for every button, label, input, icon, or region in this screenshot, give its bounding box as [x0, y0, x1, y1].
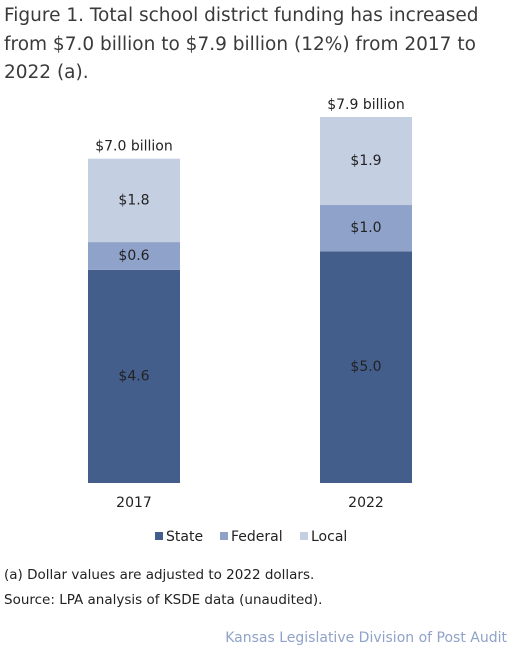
bar-segment [88, 269, 180, 483]
legend-label: State [166, 529, 203, 545]
legend-label: Federal [231, 529, 283, 545]
chart-title: Figure 1. Total school district funding … [4, 5, 479, 83]
legend-swatch [220, 532, 228, 540]
x-tick-label: 2017 [116, 495, 152, 511]
source-note: Source: LPA analysis of KSDE data (unaud… [4, 592, 323, 608]
value-label: $0.6 [118, 248, 149, 264]
legend-swatch [300, 532, 308, 540]
bar-segment [320, 251, 412, 483]
total-label: $7.0 billion [95, 139, 173, 155]
bar-segment [320, 117, 412, 206]
credit: Kansas Legislative Division of Post Audi… [225, 630, 507, 646]
footnote: (a) Dollar values are adjusted to 2022 d… [4, 567, 315, 583]
value-label: $1.8 [118, 192, 149, 208]
legend-swatch [155, 532, 163, 540]
bar-segment [88, 242, 180, 270]
value-label: $5.0 [350, 359, 381, 375]
bar-segment [320, 205, 412, 252]
value-label: $4.6 [118, 368, 149, 384]
x-tick-label: 2022 [348, 495, 384, 511]
total-label: $7.9 billion [327, 97, 405, 113]
value-label: $1.9 [350, 153, 381, 169]
bar-segment [88, 158, 180, 243]
legend-label: Local [311, 529, 347, 545]
value-label: $1.0 [350, 220, 381, 236]
